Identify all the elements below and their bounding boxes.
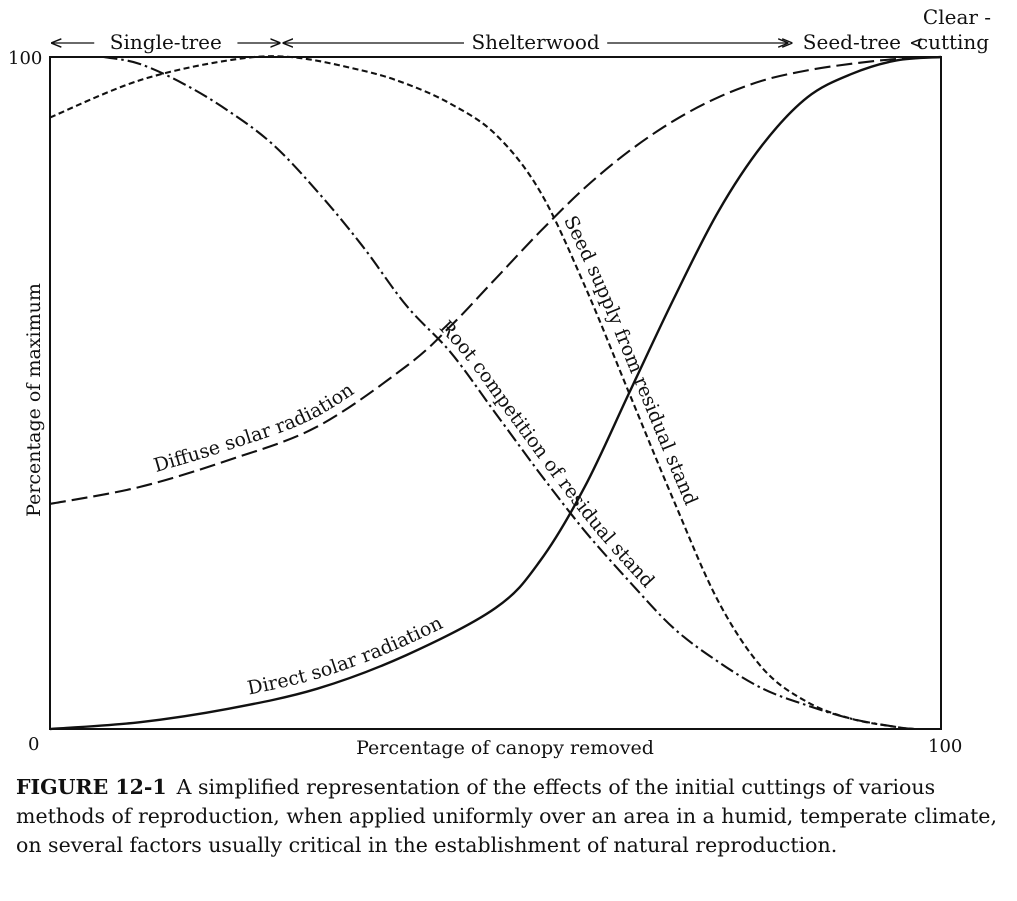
- direct-solar-radiation-label: Direct solar radiation: [245, 612, 446, 699]
- seed-supply-from-residual-stand-curve: [49, 55, 915, 731]
- method-seed-tree: Seed-tree: [792, 30, 913, 54]
- methods-bar: Single-tree Shelterwood Seed-tree Clear -cu…: [52, 5, 991, 54]
- method-label-single-tree: Single-tree: [110, 30, 222, 54]
- y-axis-label: Percentage of maximum: [23, 283, 45, 517]
- x-tick-100: 100: [928, 736, 962, 757]
- method-single-tree: Single-tree: [52, 30, 280, 54]
- seed-supply-from-residual-stand-label: Seed supply from residual stand: [559, 212, 702, 508]
- root-competition-of-residual-stand-curve: [103, 55, 915, 731]
- curves: [49, 55, 942, 731]
- plot-frame: [49, 56, 942, 730]
- y-tick-0: 0: [28, 734, 39, 755]
- diffuse-solar-radiation-label: Diffuse solar radiation: [151, 379, 358, 477]
- method-label-clear: Clear -: [923, 5, 991, 29]
- figure-label: FIGURE 12-1: [16, 775, 167, 799]
- curve-labels: Direct solar radiation Diffuse solar radi…: [151, 212, 702, 699]
- direct-solar-radiation-curve: [49, 55, 942, 731]
- figure-caption: FIGURE 12-1 A simplified representation o…: [16, 773, 1006, 860]
- caption-text: A simplified representation of the effec…: [16, 775, 997, 857]
- x-axis-label: Percentage of canopy removed: [356, 737, 654, 759]
- y-tick-100: 100: [8, 48, 42, 69]
- method-label-cutting: cutting: [917, 30, 989, 54]
- method-shelterwood: Shelterwood: [284, 30, 788, 54]
- method-clear: Clear -cutting: [917, 5, 991, 54]
- silviculture-chart: Single-tree Shelterwood Seed-tree Clear -cu…: [8, 5, 991, 759]
- diffuse-solar-radiation-curve: [49, 55, 942, 505]
- method-label-seed-tree: Seed-tree: [803, 30, 901, 54]
- method-label-shelterwood: Shelterwood: [471, 30, 599, 54]
